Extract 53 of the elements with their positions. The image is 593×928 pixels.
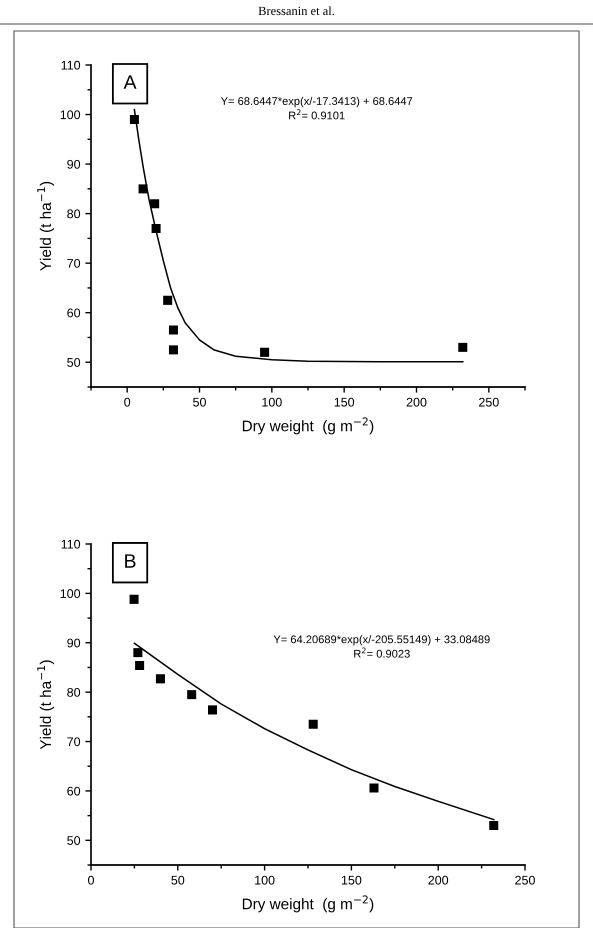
point [135,660,144,670]
y-tick-label: 80 [67,209,80,218]
point [489,820,498,830]
annotation: Y= 64.20689*exp(x/-205.55149) + 33.08489 [274,635,490,646]
point [156,674,165,684]
text: Bressanin et al. [258,6,334,16]
x-axis-title: Dry weight (g m$^{−2}$) [242,895,374,912]
y-tick-label: 90 [67,160,80,169]
point [168,345,178,354]
x-tick-label: 150 [342,876,362,885]
y-tick-label: 60 [67,786,80,796]
y-tick-label: 110 [62,60,80,70]
x-tick-label: 200 [406,398,426,407]
point [187,690,196,700]
x-axis-title: Dry weight (g m$^{−2}$) [242,417,374,434]
annotation: Y= 68.6447*exp(x/-17.3413) + 68.6447 [220,96,412,108]
x-tick-label: 250 [479,398,499,407]
y-tick-label: 70 [67,737,80,746]
x-tick-label: 200 [428,876,448,885]
point [208,705,218,714]
chart-title: A [124,75,137,89]
x-tick-label: 0 [124,398,130,407]
y-tick-label: 60 [67,308,80,318]
annotation: R$^{2}$= 0.9023 [354,648,410,658]
chart-title: B [125,554,136,568]
y-tick-label: 100 [60,589,80,598]
point [130,594,139,604]
y-tick-label: 90 [67,638,80,648]
x-tick-label: 50 [171,876,184,885]
x-tick-label: 100 [262,398,282,407]
point [133,648,142,658]
y-tick-label: 50 [67,358,80,367]
point [308,720,318,729]
x-tick-label: 50 [193,398,206,407]
point [168,326,178,335]
y-axis-title: Yield (t ha$^{−1}$) [37,660,54,750]
y-tick-label: 80 [67,688,80,697]
point [150,199,160,208]
line-series [134,108,464,362]
x-tick-label: 250 [515,876,535,885]
x-tick-label: 150 [334,398,354,407]
point [163,296,172,305]
x-tick-label: 100 [255,876,275,885]
y-tick-label: 70 [67,258,80,268]
y-tick-label: 110 [62,540,80,549]
point [260,348,270,357]
y-tick-label: 50 [67,836,80,845]
x-tick-label: 0 [88,876,94,885]
y-tick-label: 100 [60,110,80,120]
point [458,342,468,352]
y-axis-title: Yield (t ha$^{−1}$) [37,182,54,271]
annotation: R$^{2}$= 0.9101 [289,109,345,120]
point [369,783,378,792]
